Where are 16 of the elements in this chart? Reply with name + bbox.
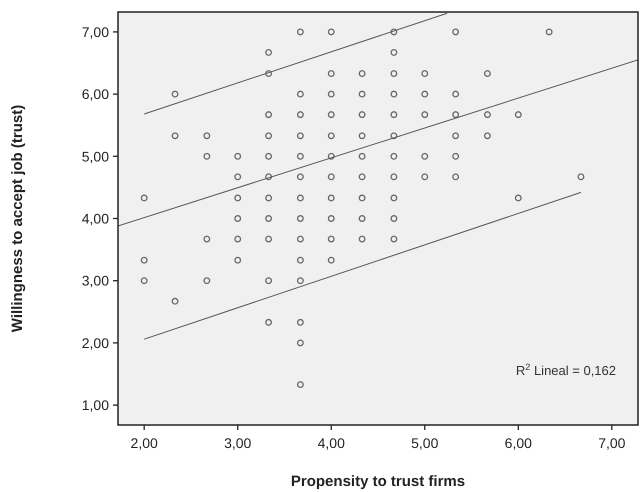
x-tick-label: 4,00 — [318, 435, 346, 451]
y-tick-label: 4,00 — [82, 210, 110, 226]
x-tick-label: 3,00 — [224, 435, 252, 451]
y-tick-label: 3,00 — [82, 272, 110, 289]
x-tick-label: 5,00 — [411, 435, 439, 451]
y-tick-label: 5,00 — [82, 148, 110, 164]
annotation: R$^{2}$ Lineal = 0,162 — [516, 362, 616, 378]
y-tick-label: 1,00 — [82, 397, 110, 414]
y-tick-label: 2,00 — [82, 334, 110, 351]
x-tick-label: 2,00 — [130, 435, 158, 451]
y-tick-label: 7,00 — [82, 24, 110, 40]
y-axis-title: Willingness to accept job (trust) — [9, 104, 26, 332]
x-tick-label: 7,00 — [598, 435, 626, 451]
x-tick-label: 6,00 — [504, 435, 532, 451]
y-tick-label: 6,00 — [82, 86, 110, 102]
x-axis-title: Propensity to trust firms — [290, 473, 466, 490]
